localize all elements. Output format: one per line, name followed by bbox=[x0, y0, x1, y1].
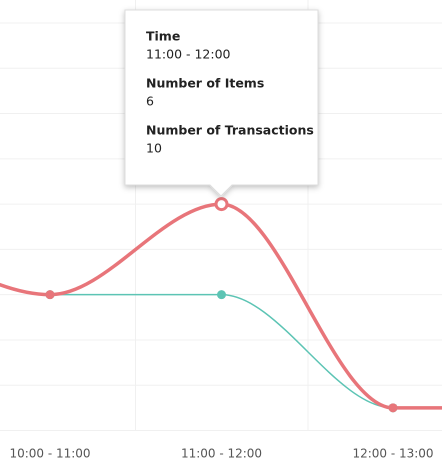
plot bbox=[0, 197, 442, 413]
tooltip: Time 11:00 - 12:00 Number of Items 6 Num… bbox=[124, 9, 319, 197]
data-point bbox=[214, 197, 229, 212]
tooltip-series-name: Number of Transactions bbox=[146, 123, 314, 138]
tooltip-category: 11:00 - 12:00 bbox=[146, 47, 231, 62]
tooltip-series-name: Number of Items bbox=[146, 76, 264, 91]
data-point bbox=[45, 290, 55, 300]
data-point bbox=[217, 290, 226, 300]
x-tick-label: 11:00 - 12:00 bbox=[181, 447, 262, 461]
x-tick-label: 10:00 - 11:00 bbox=[9, 447, 90, 461]
x-tick-label: 12:00 - 13:00 bbox=[352, 447, 433, 461]
tooltip-box bbox=[124, 9, 319, 197]
data-point bbox=[388, 403, 398, 413]
series-line bbox=[50, 293, 442, 409]
tooltip-value: 6 bbox=[146, 94, 154, 109]
series-line bbox=[0, 202, 442, 410]
tooltip-value: 10 bbox=[146, 141, 162, 156]
tooltip-title: Time bbox=[146, 29, 180, 44]
